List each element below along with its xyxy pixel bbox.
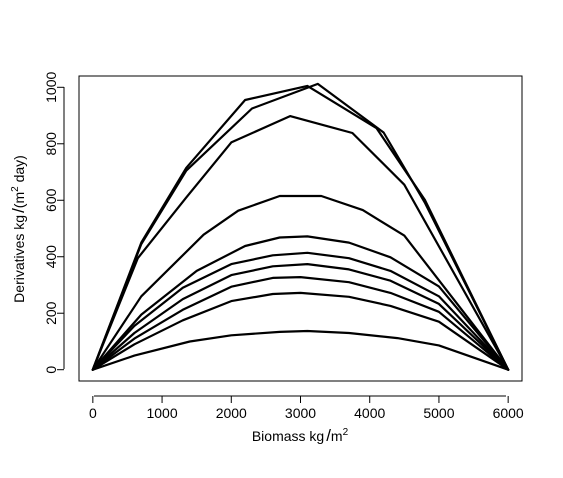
series-line-3 <box>91 114 510 371</box>
y-tick-label: 200 <box>43 301 59 325</box>
x-axis-label-unit: m <box>331 428 343 444</box>
x-tick-label: 2000 <box>216 405 247 421</box>
series-line-5 <box>91 235 510 371</box>
x-axis-label-prefix: Biomass kg <box>252 428 324 444</box>
x-tick-label: 4000 <box>354 405 385 421</box>
series-line-6 <box>91 251 510 371</box>
x-tick-label: 6000 <box>493 405 524 421</box>
x-tick-label: 5000 <box>423 405 454 421</box>
series-line-9 <box>91 291 510 371</box>
series-line-4 <box>91 194 510 371</box>
y-axis: 0 200 400 600 800 1000 <box>43 72 65 374</box>
plot-box <box>78 75 523 382</box>
x-tick-label: 1000 <box>146 405 177 421</box>
y-axis-label: Derivatives kg /(m2 day) <box>9 155 28 303</box>
y-tick-label: 1000 <box>43 72 59 103</box>
series-line-8 <box>91 276 510 371</box>
x-axis-label: Biomass kg/m2 <box>252 426 349 445</box>
y-tick-label: 400 <box>43 245 59 269</box>
y-tick-label: 0 <box>43 366 59 374</box>
y-axis-label-unit-close: day) <box>11 155 27 186</box>
y-axis-label-exponent: 2 <box>10 186 21 192</box>
x-axis: 0 1000 2000 3000 4000 5000 6000 <box>89 395 524 421</box>
y-axis-label-slash: / <box>9 208 28 213</box>
series-line-7 <box>91 263 510 371</box>
y-axis-label-prefix: Derivatives kg <box>11 215 27 303</box>
x-tick-label: 3000 <box>285 405 316 421</box>
x-tick-label: 0 <box>89 405 97 421</box>
y-tick-label: 800 <box>43 132 59 156</box>
series-layer <box>91 82 510 371</box>
x-axis-label-slash: / <box>326 426 331 445</box>
series-line-2 <box>91 82 510 371</box>
y-tick-label: 600 <box>43 188 59 212</box>
x-axis-label-exponent: 2 <box>343 427 349 438</box>
y-axis-label-unit-open: (m <box>11 192 27 208</box>
series-line-10 <box>91 329 510 371</box>
